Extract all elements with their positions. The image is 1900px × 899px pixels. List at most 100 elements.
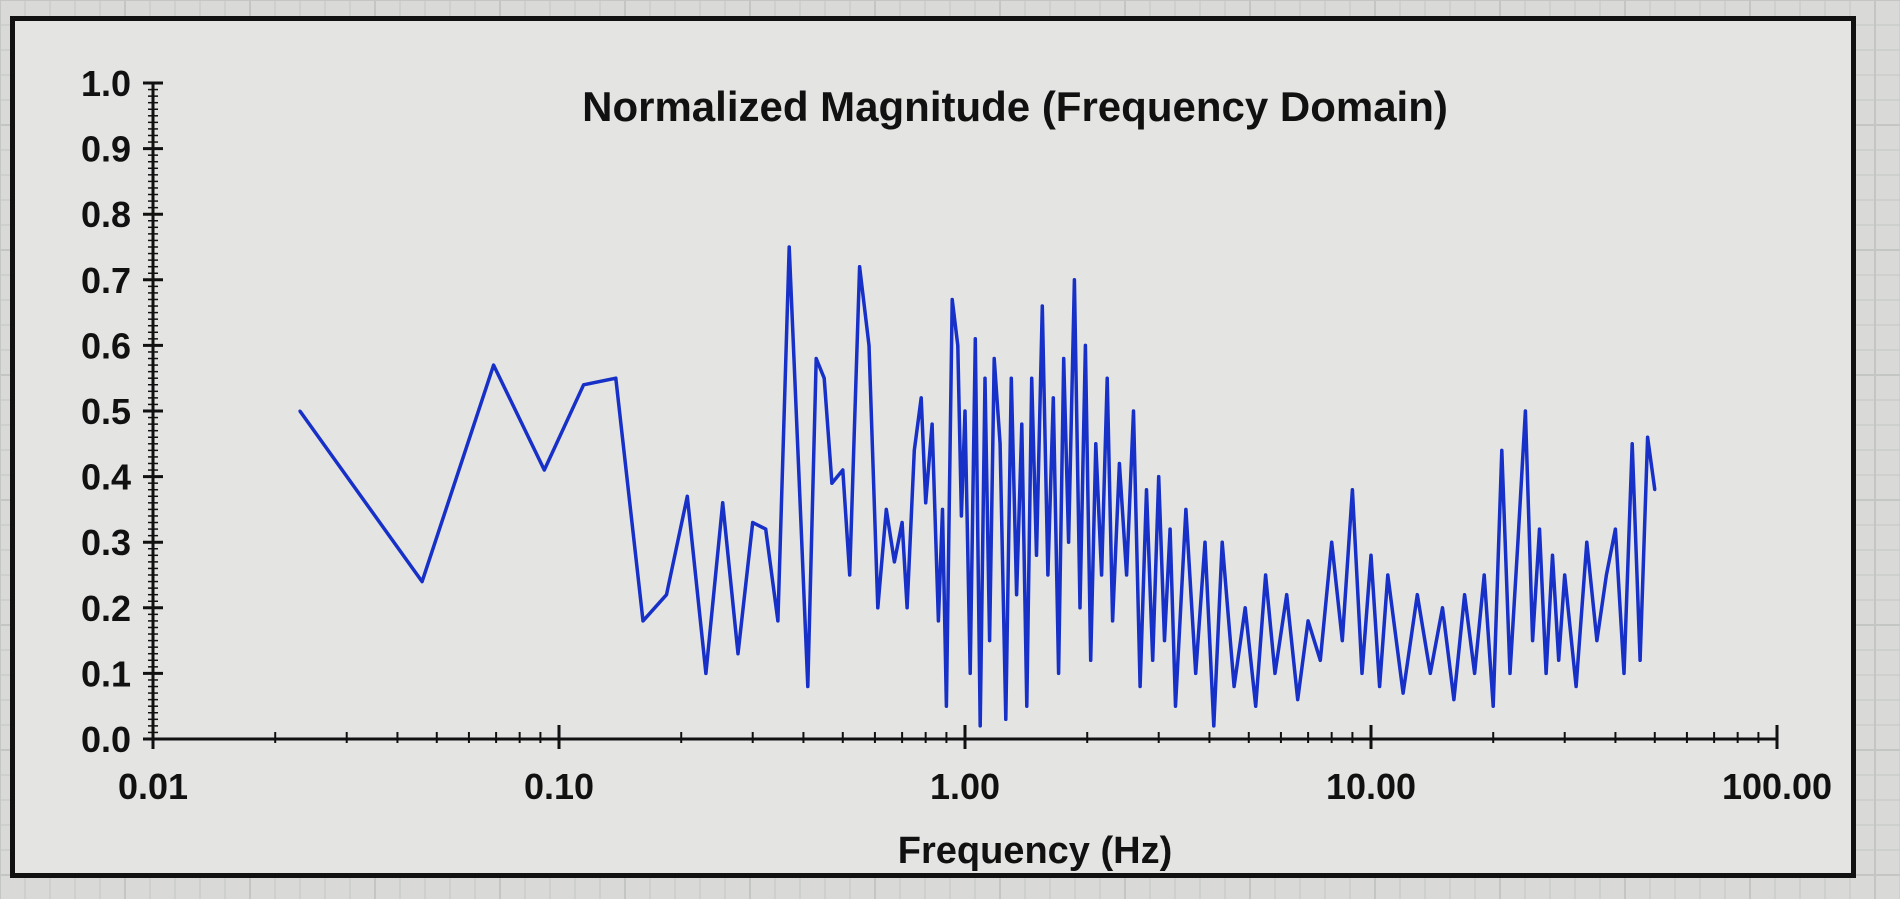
data-point (1473, 671, 1477, 675)
data-point (1551, 553, 1555, 557)
data-point (1157, 475, 1161, 479)
data-point (1162, 639, 1166, 643)
chart-title: Normalized Magnitude (Frequency Domain) (582, 83, 1448, 130)
data-point (751, 521, 755, 525)
series-line (298, 245, 1657, 728)
data-point (936, 619, 940, 623)
data-point (1428, 671, 1432, 675)
data-point (1004, 717, 1008, 721)
data-point (959, 514, 963, 518)
data-point (1378, 685, 1382, 689)
data-point (956, 343, 960, 347)
data-point (721, 501, 725, 505)
data-point (963, 409, 967, 413)
data-point (685, 494, 689, 498)
data-point (1604, 573, 1608, 577)
data-point (1089, 658, 1093, 662)
chart: Normalized Magnitude (Frequency Domain) … (81, 63, 1832, 872)
data-point (1452, 698, 1456, 702)
data-point (1243, 606, 1247, 610)
data-point (806, 685, 810, 689)
x-axis-label: Frequency (Hz) (898, 830, 1172, 872)
data-point (1184, 507, 1188, 511)
data-point (968, 671, 972, 675)
data-point (1360, 671, 1364, 675)
data-point (1574, 685, 1578, 689)
data-point (1369, 553, 1373, 557)
x-tick-label: 0.10 (524, 766, 594, 807)
data-point (924, 501, 928, 505)
x-tick-label: 0.01 (118, 766, 188, 807)
data-point (983, 376, 987, 380)
data-point (614, 376, 618, 380)
data-point (776, 619, 780, 623)
data-point (1040, 304, 1044, 308)
data-point (1500, 448, 1504, 452)
y-tick-label: 0.0 (81, 719, 131, 760)
x-tick-label: 10.00 (1326, 766, 1416, 807)
data-point (665, 593, 669, 597)
data-point (764, 527, 768, 531)
data-point (1145, 488, 1149, 492)
data-point (641, 619, 645, 623)
data-point (1531, 639, 1535, 643)
data-point (1296, 698, 1300, 702)
data-point (1318, 658, 1322, 662)
y-tick-label: 0.1 (81, 653, 131, 694)
data-point (736, 652, 740, 656)
data-point (1401, 691, 1405, 695)
data-point (905, 606, 909, 610)
data-point (1415, 593, 1419, 597)
y-tick-label: 0.7 (81, 260, 131, 301)
data-point (797, 475, 801, 479)
data-point (912, 448, 916, 452)
data-point (867, 343, 871, 347)
x-tick-label: 100.00 (1722, 766, 1832, 807)
data-point (1516, 540, 1520, 544)
data-point (830, 481, 834, 485)
data-point (1254, 704, 1258, 708)
data-point (1125, 573, 1129, 577)
data-point (1138, 685, 1142, 689)
data-point (876, 606, 880, 610)
data-point (930, 422, 934, 426)
data-point (919, 396, 923, 400)
data-point (1025, 704, 1029, 708)
data-point (1100, 573, 1104, 577)
data-point (1094, 442, 1098, 446)
data-point (892, 560, 896, 564)
data-point (1057, 671, 1061, 675)
data-point (1046, 573, 1050, 577)
y-tick-label: 0.3 (81, 522, 131, 563)
data-point (1111, 619, 1115, 623)
data-point (1544, 671, 1548, 675)
data-point (787, 245, 791, 249)
data-point (1020, 422, 1024, 426)
data-point (1264, 573, 1268, 577)
x-tick-label: 1.00 (930, 766, 1000, 807)
data-point (1508, 671, 1512, 675)
data-point (1072, 278, 1076, 282)
data-point (1330, 540, 1334, 544)
data-point (1083, 343, 1087, 347)
data-point (1285, 593, 1289, 597)
y-tick-label: 0.6 (81, 325, 131, 366)
data-point (1585, 540, 1589, 544)
data-point (1030, 376, 1034, 380)
data-point (1613, 527, 1617, 531)
data-point (1482, 573, 1486, 577)
y-tick-label: 0.4 (81, 457, 131, 498)
data-point (1491, 704, 1495, 708)
data-point (900, 521, 904, 525)
data-point (542, 468, 546, 472)
y-tick-label: 0.9 (81, 129, 131, 170)
data-point (1306, 619, 1310, 623)
data-point (1630, 442, 1634, 446)
data-point (1463, 593, 1467, 597)
data-point (492, 363, 496, 367)
data-point (420, 580, 424, 584)
data-point (1440, 606, 1444, 610)
data-point (998, 442, 1002, 446)
data-point (1078, 606, 1082, 610)
data-point (988, 639, 992, 643)
